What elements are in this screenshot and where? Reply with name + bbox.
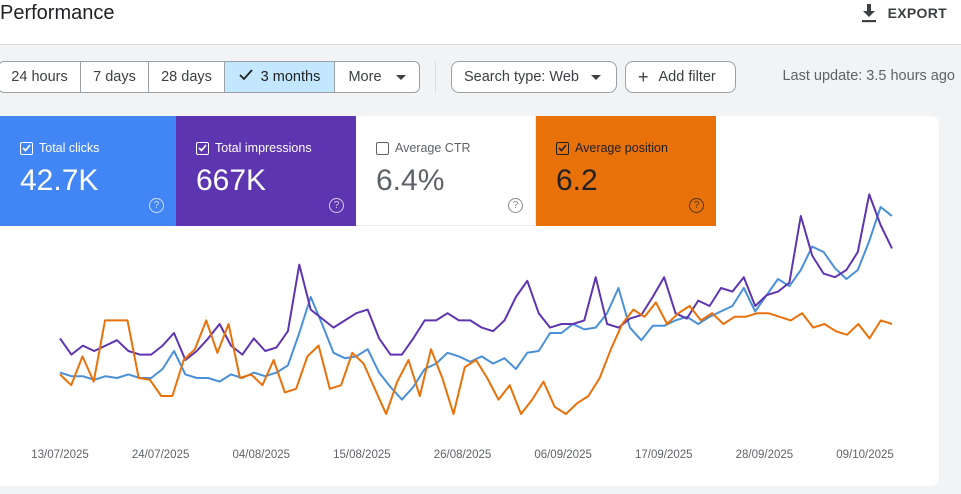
metric-label-text: Average CTR — [395, 141, 471, 155]
x-tick-label: 17/09/2025 — [635, 449, 693, 461]
help-icon[interactable]: ? — [149, 198, 164, 213]
performance-line-chart: 13/07/2025 24/07/2025 04/08/2025 15/08/2025… — [31, 193, 894, 461]
range-3-months[interactable]: 3 months — [225, 62, 335, 92]
checkbox-checked-icon[interactable] — [196, 141, 209, 155]
range-7-days[interactable]: 7 days — [81, 62, 149, 92]
metric-label-text: Average position — [575, 141, 668, 155]
metric-label: Total impressions — [196, 141, 312, 155]
metric-value: 667K — [196, 164, 267, 197]
download-icon — [861, 4, 876, 23]
export-label: EXPORT — [887, 5, 947, 21]
export-button[interactable]: EXPORT — [860, 3, 947, 23]
range-24-hours[interactable]: 24 hours — [0, 62, 81, 92]
caret-down-icon — [395, 69, 406, 85]
range-label: 3 months — [260, 69, 321, 85]
range-label: More — [348, 69, 382, 85]
metric-total-impressions[interactable]: Total impressions 667K ? — [176, 116, 356, 226]
range-28-days[interactable]: 28 days — [149, 62, 225, 92]
metric-label: Total clicks — [20, 141, 99, 155]
metric-label-text: Total impressions — [215, 141, 312, 155]
help-icon[interactable]: ? — [508, 198, 523, 213]
performance-card: Total clicks 42.7K ? Total impressions 6… — [0, 116, 939, 486]
x-tick-label: 09/10/2025 — [836, 449, 894, 461]
checkbox-unchecked-icon[interactable] — [376, 141, 389, 155]
metric-value: 6.4% — [376, 164, 445, 197]
metric-value: 6.2 — [556, 164, 598, 197]
help-icon[interactable]: ? — [689, 198, 704, 213]
x-tick-label: 15/08/2025 — [333, 449, 391, 461]
filter-bar: 24 hours 7 days 28 days 3 months More Se… — [0, 45, 961, 110]
metric-label-text: Total clicks — [39, 141, 100, 155]
add-filter-button[interactable]: + Add filter — [625, 61, 736, 93]
series-line-average-position — [59, 301, 893, 415]
metric-label: Average position — [556, 141, 668, 155]
metric-value: 42.7K — [20, 164, 99, 197]
range-label: 7 days — [93, 69, 136, 85]
range-label: 24 hours — [11, 69, 68, 85]
caret-down-icon — [591, 69, 601, 85]
range-more[interactable]: More — [335, 62, 419, 92]
page-title: Performance — [0, 2, 115, 24]
search-type-label: Search type: Web — [464, 69, 579, 85]
series-line-total-impressions — [59, 193, 893, 361]
plus-icon: + — [638, 67, 649, 87]
top-bar: Performance EXPORT — [0, 0, 961, 45]
last-update-text: Last update: 3.5 hours ago — [782, 68, 955, 84]
search-type-dropdown[interactable]: Search type: Web — [451, 61, 617, 93]
date-range-selector: 24 hours 7 days 28 days 3 months More — [0, 61, 420, 93]
series-line-total-clicks — [59, 206, 893, 401]
metric-total-clicks[interactable]: Total clicks 42.7K ? — [0, 116, 176, 226]
x-tick-label: 28/09/2025 — [736, 449, 794, 461]
x-tick-label: 13/07/2025 — [31, 449, 89, 461]
x-tick-label: 24/07/2025 — [132, 449, 190, 461]
x-tick-label: 04/08/2025 — [233, 449, 291, 461]
metric-label: Average CTR — [376, 141, 471, 155]
divider — [435, 61, 436, 93]
metric-average-ctr[interactable]: Average CTR 6.4% ? — [356, 116, 536, 226]
checkbox-checked-icon[interactable] — [556, 141, 569, 155]
checkbox-checked-icon[interactable] — [20, 141, 33, 155]
range-label: 28 days — [161, 69, 212, 85]
help-icon[interactable]: ? — [329, 198, 344, 213]
x-tick-label: 06/09/2025 — [534, 449, 592, 461]
add-filter-label: Add filter — [658, 69, 716, 85]
check-icon — [239, 69, 253, 85]
x-tick-label: 26/08/2025 — [434, 449, 492, 461]
metric-average-position[interactable]: Average position 6.2 ? — [536, 116, 716, 226]
